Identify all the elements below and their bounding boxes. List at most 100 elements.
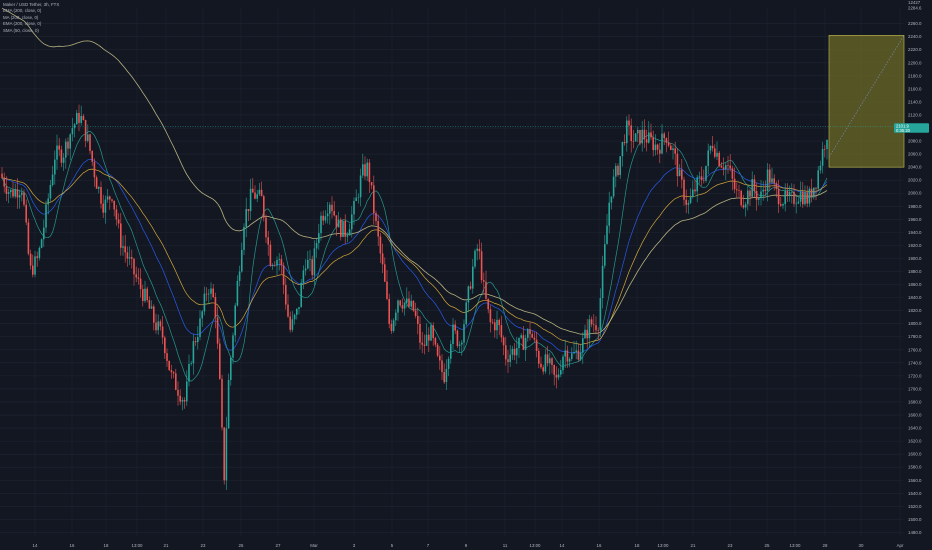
candle-body bbox=[291, 319, 294, 330]
ema-200-line-pale bbox=[1, 7, 828, 335]
candle-body bbox=[661, 133, 663, 154]
projection-box-layer bbox=[0, 35, 905, 168]
candle-body bbox=[562, 356, 564, 371]
y-tick-label: 2160.0 bbox=[908, 86, 922, 91]
candle-body bbox=[122, 246, 124, 248]
x-tick-label: Mar bbox=[310, 543, 318, 548]
candle-body bbox=[115, 209, 118, 220]
candle-body bbox=[82, 115, 85, 121]
candle-body bbox=[619, 156, 621, 175]
x-tick-label: 13:00 bbox=[132, 543, 144, 548]
candle-body bbox=[254, 192, 256, 199]
candle-body bbox=[197, 337, 199, 343]
candle-body bbox=[65, 141, 67, 158]
y-tick-label: 1700.0 bbox=[908, 386, 922, 391]
candle-body bbox=[533, 337, 536, 340]
candle-body bbox=[610, 196, 613, 203]
candle-body bbox=[678, 169, 681, 177]
candle-body bbox=[615, 165, 617, 177]
candle-body bbox=[373, 185, 375, 214]
candle-body bbox=[758, 198, 760, 200]
candle-body bbox=[538, 350, 540, 364]
y-tick-label: 1720.0 bbox=[908, 373, 922, 378]
candle-body bbox=[637, 129, 639, 134]
candle-body bbox=[225, 428, 228, 481]
candle-body bbox=[370, 182, 373, 186]
candle-body bbox=[634, 133, 637, 142]
candle-body bbox=[168, 360, 170, 371]
y-tick-label: 1980.0 bbox=[908, 204, 922, 209]
candle-body bbox=[511, 348, 514, 355]
candle-body bbox=[439, 355, 441, 361]
candle-body bbox=[95, 177, 98, 189]
candle-body bbox=[106, 196, 109, 200]
candle-body bbox=[62, 157, 65, 163]
candle-body bbox=[769, 169, 771, 183]
candle-body bbox=[322, 215, 324, 221]
y-tick-label: 1580.0 bbox=[908, 465, 922, 470]
y-tick-label: 1820.0 bbox=[908, 308, 922, 313]
candle-body bbox=[296, 308, 298, 315]
candle-body bbox=[293, 314, 296, 320]
candle-body bbox=[375, 213, 377, 222]
candle-body bbox=[727, 165, 729, 166]
candle-body bbox=[29, 253, 32, 266]
candle-body bbox=[362, 164, 364, 176]
candle-body bbox=[302, 270, 305, 283]
candle-body bbox=[694, 189, 696, 192]
candle-body bbox=[194, 341, 197, 343]
candle-body bbox=[793, 191, 795, 204]
grid-layer bbox=[0, 8, 903, 537]
candle-body bbox=[670, 145, 672, 151]
candle-body bbox=[788, 192, 791, 196]
candle-body bbox=[265, 217, 267, 238]
candle-body bbox=[153, 306, 155, 323]
candle-body bbox=[32, 265, 34, 275]
candle-body bbox=[672, 148, 674, 151]
candle-body bbox=[485, 281, 487, 299]
legend-title: Maker / USD Tether, 3h, FTX bbox=[3, 2, 60, 7]
candle-body bbox=[478, 248, 481, 252]
candle-body bbox=[652, 137, 654, 151]
legend-line-1: EMA (200, close, 0) bbox=[3, 8, 42, 14]
candle-body bbox=[463, 324, 465, 343]
candle-body bbox=[546, 354, 549, 364]
candle-body bbox=[406, 298, 408, 303]
candle-body bbox=[307, 260, 309, 269]
candle-body bbox=[320, 215, 322, 234]
candle-body bbox=[507, 359, 509, 363]
candle-body bbox=[665, 138, 668, 143]
candle-body bbox=[403, 302, 406, 309]
x-tick-label: 13:00 bbox=[790, 543, 802, 548]
candle-body bbox=[102, 203, 104, 213]
candle-body bbox=[639, 129, 641, 144]
candle-body bbox=[645, 139, 648, 143]
candle-body bbox=[357, 197, 360, 198]
candle-body bbox=[214, 297, 217, 318]
candle-body bbox=[98, 187, 100, 189]
candle-body bbox=[412, 300, 415, 311]
candle-body bbox=[425, 334, 428, 346]
candle-body bbox=[177, 389, 179, 396]
candle-body bbox=[181, 399, 184, 402]
candle-body bbox=[786, 190, 789, 196]
candle-body bbox=[386, 281, 388, 299]
candle-body bbox=[472, 266, 474, 289]
candle-body bbox=[201, 311, 203, 319]
candle-body bbox=[38, 247, 41, 258]
candle-body bbox=[45, 204, 47, 228]
candle-body bbox=[227, 379, 230, 429]
candle-body bbox=[170, 370, 173, 373]
candle-body bbox=[568, 358, 571, 362]
candle-body bbox=[1, 173, 3, 178]
candle-body bbox=[311, 259, 313, 276]
candle-body bbox=[513, 348, 516, 356]
candle-body bbox=[111, 199, 113, 201]
candle-body bbox=[641, 129, 643, 144]
y-axis-top-label: 2284.6 bbox=[908, 6, 922, 11]
y-tick-label: 1640.0 bbox=[908, 426, 922, 431]
candle-body bbox=[819, 165, 822, 171]
candle-body bbox=[593, 324, 595, 326]
candle-body bbox=[164, 337, 166, 354]
